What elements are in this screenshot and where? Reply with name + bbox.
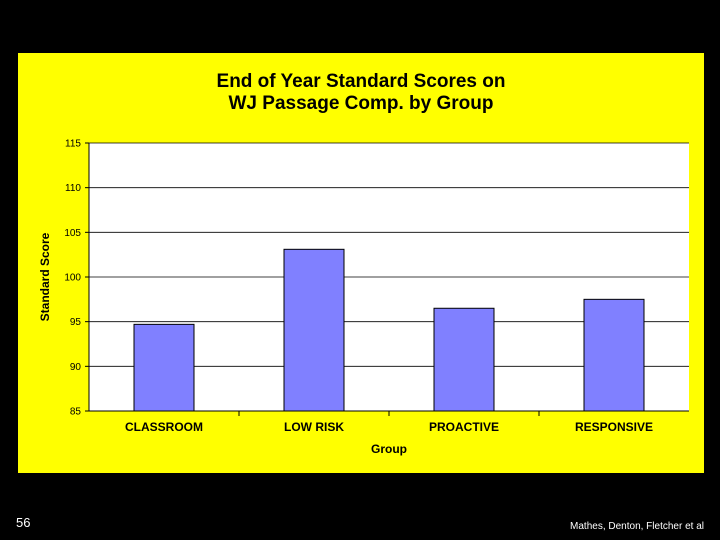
- bar-chart: End of Year Standard Scores on WJ Passag…: [38, 71, 689, 456]
- bar-classroom: [133, 323, 195, 412]
- x-tick-label: RESPONSIVE: [575, 420, 653, 434]
- x-axis-label: Group: [371, 442, 407, 456]
- slide-credit: Mathes, Denton, Fletcher et al: [570, 521, 704, 532]
- bar-proactive: [433, 307, 495, 412]
- x-tick-label: CLASSROOM: [125, 420, 203, 434]
- y-tick-label: 90: [70, 362, 82, 373]
- slide-number: 56: [16, 515, 31, 530]
- y-tick-label: 115: [65, 139, 81, 150]
- y-tick-label: 105: [64, 228, 81, 239]
- axes: 85 90 95 100 105 110 115 CLASSROOM LOW RISK PROAC…: [64, 139, 689, 434]
- y-tick-label: 95: [70, 317, 82, 328]
- bar-responsive: [583, 298, 645, 412]
- x-tick-label: LOW RISK: [284, 420, 344, 434]
- chart-title-line-1: End of Year Standard Scores on: [217, 71, 506, 92]
- y-tick-label: 110: [65, 183, 81, 194]
- chart-title-line-2: WJ Passage Comp. by Group: [229, 93, 494, 114]
- bar-low-risk: [283, 248, 345, 412]
- y-tick-label: 85: [70, 407, 82, 418]
- x-tick-label: PROACTIVE: [429, 420, 499, 434]
- y-tick-label: 100: [64, 273, 81, 284]
- chart-panel: End of Year Standard Scores on WJ Passag…: [18, 53, 704, 473]
- y-axis-label: Standard Score: [38, 232, 52, 321]
